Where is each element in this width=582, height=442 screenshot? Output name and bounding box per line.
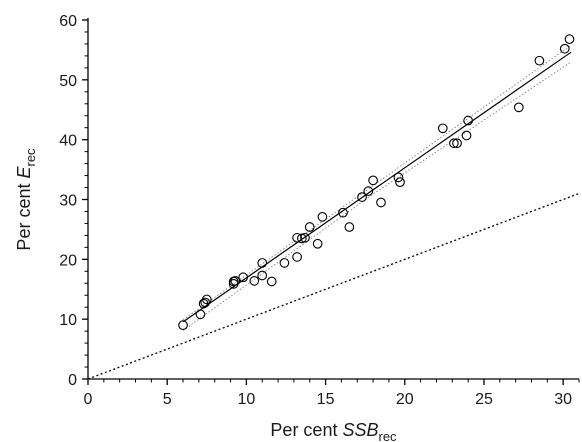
reference-line bbox=[87, 192, 580, 380]
data-point bbox=[534, 55, 545, 66]
data-point bbox=[461, 130, 472, 141]
x-axis-title-italic: SSB bbox=[342, 420, 378, 440]
y-tick-label: 50 bbox=[59, 73, 77, 90]
data-point bbox=[317, 212, 328, 222]
data-point bbox=[312, 238, 323, 249]
reference-line-group bbox=[87, 192, 580, 380]
data-point bbox=[257, 270, 268, 281]
data-point bbox=[344, 222, 355, 232]
y-tick-label: 10 bbox=[59, 312, 77, 329]
x-tick-label: 15 bbox=[317, 391, 335, 408]
data-point bbox=[376, 197, 386, 208]
x-tick-label: 5 bbox=[163, 391, 172, 408]
y-tick-label: 0 bbox=[68, 372, 77, 389]
data-point bbox=[363, 186, 374, 196]
y-axis-title-italic: E bbox=[14, 166, 34, 179]
data-point bbox=[449, 138, 459, 149]
data-point bbox=[564, 34, 575, 44]
data-point bbox=[463, 115, 473, 126]
data-point bbox=[304, 222, 315, 232]
x-tick-label: 0 bbox=[84, 391, 93, 408]
x-tick-label: 10 bbox=[237, 391, 255, 408]
y-axis-title: Per cent Erec bbox=[14, 148, 38, 251]
x-tick-label: 25 bbox=[475, 391, 493, 408]
y-tick-label: 30 bbox=[59, 193, 77, 210]
confidence-band-upper bbox=[182, 44, 572, 321]
data-point bbox=[437, 123, 448, 134]
data-point bbox=[393, 172, 404, 183]
data-point bbox=[195, 309, 206, 320]
data-point bbox=[249, 276, 260, 286]
data-point bbox=[257, 258, 268, 268]
data-points-group bbox=[178, 34, 575, 331]
data-point bbox=[201, 294, 212, 305]
y-tick-label: 40 bbox=[59, 133, 77, 150]
data-point bbox=[300, 232, 310, 243]
x-tick-label: 20 bbox=[396, 391, 414, 408]
data-point bbox=[178, 320, 188, 331]
data-point bbox=[266, 276, 277, 287]
data-point bbox=[292, 252, 302, 262]
data-point bbox=[452, 138, 462, 149]
confidence-band-lower bbox=[182, 61, 572, 331]
data-point bbox=[513, 102, 524, 113]
x-axis-title-prefix: Per cent bbox=[270, 420, 342, 440]
data-point bbox=[368, 175, 378, 186]
data-point bbox=[292, 232, 302, 243]
y-tick-label: 20 bbox=[59, 252, 77, 269]
confidence-band-group bbox=[182, 44, 572, 331]
data-point bbox=[279, 258, 290, 268]
x-tick-label: 30 bbox=[554, 391, 572, 408]
y-axis-title-prefix: Per cent bbox=[14, 179, 34, 251]
data-point bbox=[559, 43, 570, 54]
data-point bbox=[338, 207, 348, 218]
data-point bbox=[357, 192, 367, 202]
y-axis-title-sub: rec bbox=[23, 148, 38, 167]
x-axis-title-sub: rec bbox=[379, 429, 398, 442]
y-tick-label: 60 bbox=[59, 13, 77, 30]
data-point bbox=[238, 272, 249, 283]
data-point bbox=[296, 233, 307, 244]
ticks-group: 0 5 10 15 20 25 30 0 10 20 30 40 50 60 bbox=[59, 13, 580, 408]
data-point bbox=[230, 276, 241, 286]
axes-group bbox=[87, 18, 579, 380]
x-axis-title: Per cent SSBrec bbox=[270, 420, 397, 442]
data-point bbox=[395, 177, 405, 187]
